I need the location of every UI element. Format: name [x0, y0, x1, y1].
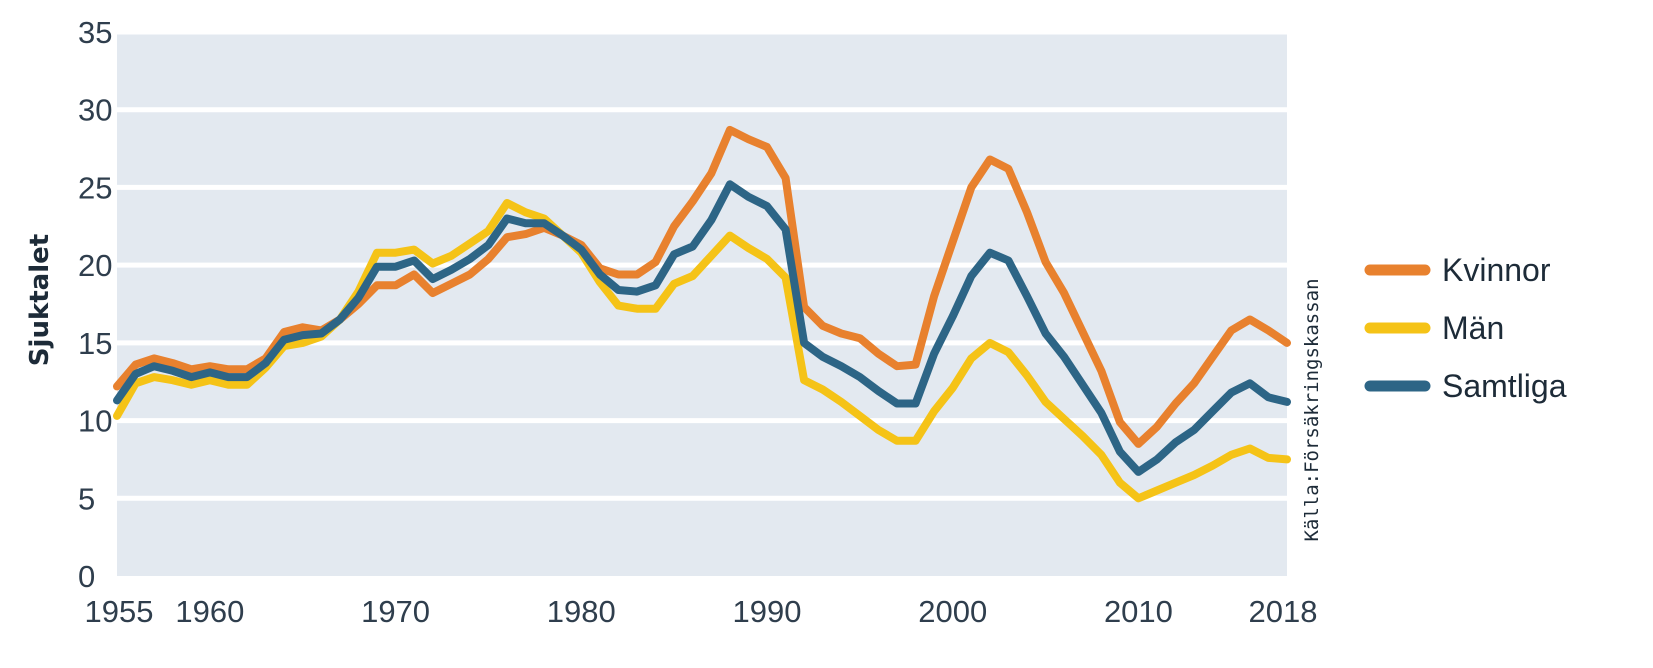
- x-axis-ticks: 1955 1960 1970 1980 1990 2000 2010 2018: [85, 594, 1318, 629]
- x-tick-label: 1960: [175, 594, 244, 629]
- x-tick-label: 1980: [547, 594, 616, 629]
- series-line-m-n: [113, 199, 1291, 503]
- y-axis-label: Sjuktalet: [25, 234, 55, 366]
- y-tick-label: 20: [78, 248, 112, 283]
- x-tick-label: 2000: [918, 594, 987, 629]
- y-tick-label: 5: [78, 481, 95, 516]
- series-line-kvinnor: [113, 125, 1291, 448]
- legend: Kvinnor Män Samtliga: [1364, 252, 1567, 404]
- y-axis-ticks: 0 5 10 15 20 25 30 35: [78, 15, 112, 594]
- y-tick-label: 25: [78, 170, 112, 205]
- y-tick-label: 0: [78, 559, 95, 594]
- plot-background: [117, 32, 1287, 576]
- series-line-samtliga: [113, 180, 1291, 476]
- x-tick-label: 1955: [85, 594, 154, 629]
- x-tick-label: 2018: [1249, 594, 1318, 629]
- y-tick-label: 15: [78, 326, 112, 361]
- y-tick-label: 10: [78, 404, 112, 439]
- x-tick-label: 1990: [733, 594, 802, 629]
- legend-label: Kvinnor: [1442, 252, 1551, 288]
- legend-label: Samtliga: [1442, 368, 1567, 404]
- legend-label: Män: [1442, 310, 1504, 346]
- x-tick-label: 2010: [1104, 594, 1173, 629]
- x-tick-label: 1970: [361, 594, 430, 629]
- source-note: Källa:Försäkringskassan: [1301, 278, 1323, 541]
- series-lines: [113, 125, 1291, 503]
- y-tick-label: 35: [78, 15, 112, 50]
- y-tick-label: 30: [78, 93, 112, 128]
